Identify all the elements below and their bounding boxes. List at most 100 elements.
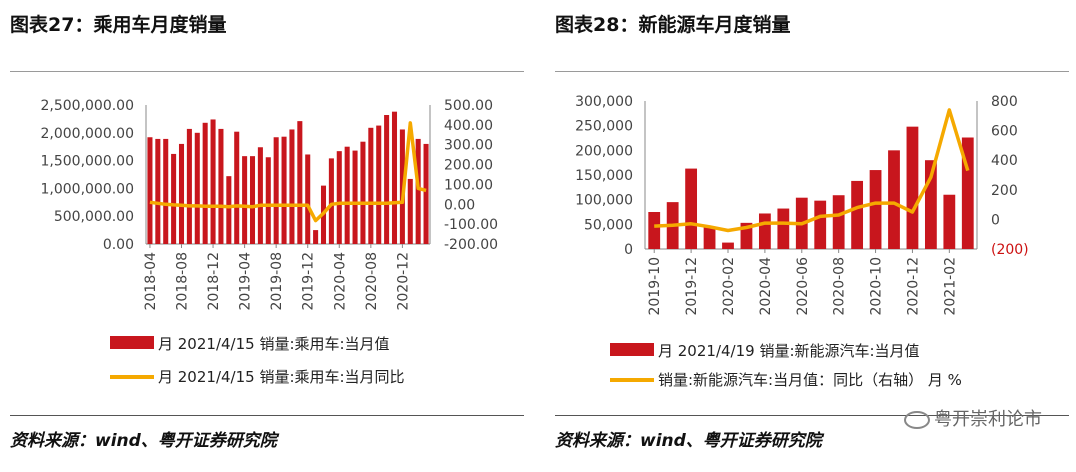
yoy-line <box>149 121 427 223</box>
bar-2020-02 <box>722 242 734 249</box>
x-tick-label: 2020-04 <box>332 252 348 311</box>
bar-2020-03 <box>328 158 334 244</box>
bar-2019-07 <box>265 157 271 244</box>
right-tick-label: 200 <box>991 183 1018 199</box>
bar-2020-10 <box>384 115 390 245</box>
left-chart-title: 图表27：乘用车月度销量 <box>10 14 227 36</box>
right-tick-label: 0.00 <box>444 197 475 213</box>
right-chart: 0 50,000 100,000 150,000 200,000 250,000 300,0… <box>575 94 1029 389</box>
bar-2019-12 <box>305 154 311 244</box>
bar-2018-10 <box>194 132 200 244</box>
x-tick-label: 2020-08 <box>832 257 848 316</box>
left-tick-label: 1,000,000.00 <box>40 181 134 197</box>
bar-2020-12 <box>906 126 919 249</box>
x-tick-label: 2019-08 <box>269 252 285 311</box>
right-tick-label: 800 <box>991 94 1018 110</box>
bar-2018-09 <box>186 128 192 244</box>
right-top-rule <box>555 71 1069 72</box>
right-tick-label: 400.00 <box>444 118 493 134</box>
right-tick-label: 100.00 <box>444 177 493 193</box>
bar-2019-04 <box>242 156 248 244</box>
right-tick-label: 300.00 <box>444 138 493 154</box>
bar-2019-01 <box>218 128 224 244</box>
bar-2020-06 <box>352 150 358 244</box>
left-tick-label: 150,000 <box>575 168 633 184</box>
left-tick-label: 300,000 <box>575 94 633 110</box>
bar-2018-11 <box>202 122 208 244</box>
bar-2019-09 <box>281 136 287 244</box>
bar-2018-04 <box>147 137 153 244</box>
bar-2021-02 <box>415 138 421 244</box>
right-tick-label: 400 <box>991 153 1018 169</box>
left-top-rule <box>10 71 524 72</box>
right-tick-label: (200) <box>991 242 1029 258</box>
watermark: 粤开崇利论市 <box>904 405 1042 431</box>
left-panel: 图表27：乘用车月度销量 0.00 500,000.00 1,000,000.00 1… <box>0 0 530 472</box>
bar-2019-08 <box>273 137 279 244</box>
left-tick-label: 0 <box>624 242 633 258</box>
bar-2021-03 <box>961 137 974 249</box>
bar-2019-03 <box>234 131 240 244</box>
bar-2021-01 <box>924 160 937 249</box>
right-tick-label: -100.00 <box>444 217 498 233</box>
bar-2018-12 <box>210 119 216 244</box>
x-tick-label: 2019-04 <box>238 252 254 311</box>
legend-bar-label: 月 2021/4/19 销量:新能源汽车:当月值 <box>658 342 920 360</box>
right-panel: 图表28：新能源车月度销量 0 50,000 100,000 150,000 200,0… <box>545 0 1075 472</box>
bar-2019-06 <box>257 147 263 244</box>
x-tick-label: 2020-06 <box>795 257 811 316</box>
bar-2018-05 <box>155 138 161 244</box>
bar-2021-01 <box>407 178 413 244</box>
right-source: 资料来源：wind、粤开证券研究院 <box>555 431 822 451</box>
left-tick-label: 50,000 <box>584 217 633 233</box>
left-tick-label: 2,000,000.00 <box>40 126 134 142</box>
bar-2019-02 <box>226 176 232 244</box>
left-tick-label: 500,000.00 <box>54 209 134 225</box>
legend-bar-swatch <box>610 343 654 356</box>
yoy-line <box>654 108 970 233</box>
bar-2020-01 <box>703 227 716 249</box>
left-tick-label: 200,000 <box>575 143 633 159</box>
bar-2018-08 <box>178 143 185 244</box>
bar-2020-05 <box>344 146 350 244</box>
left-source: 资料来源：wind、粤开证券研究院 <box>10 431 277 451</box>
watermark-text: 粤开崇利论市 <box>934 409 1042 430</box>
right-tick-label: 0 <box>991 212 1000 228</box>
left-tick-label: 0.00 <box>103 237 134 253</box>
bar-2020-11 <box>888 150 900 249</box>
bar-2020-07 <box>814 200 827 249</box>
bar-2020-01 <box>313 230 319 244</box>
bar-2019-10 <box>648 212 661 249</box>
right-tick-label: 200.00 <box>444 158 493 174</box>
right-bottom-rule <box>555 415 1069 416</box>
bar-2020-08 <box>832 195 845 249</box>
bar-2019-11 <box>297 121 303 244</box>
x-tick-label: 2020-08 <box>364 252 380 311</box>
bar-2019-12 <box>685 168 698 249</box>
x-tick-label: 2018-12 <box>206 252 222 311</box>
x-tick-label: 2018-04 <box>143 252 159 311</box>
bar-2020-09 <box>851 180 864 249</box>
left-chart: 0.00 500,000.00 1,000,000.00 1,500,000.00 2,… <box>40 98 498 386</box>
x-tick-label: 2019-12 <box>684 257 700 316</box>
legend-bar-swatch <box>110 336 154 349</box>
legend-line-label: 销量:新能源汽车:当月值：同比（右轴） 月 % <box>658 371 962 389</box>
right-chart-title: 图表28：新能源车月度销量 <box>555 14 791 36</box>
bar-2019-05 <box>249 156 256 244</box>
wechat-icon <box>904 411 930 429</box>
x-tick-label: 2018-08 <box>175 252 191 311</box>
bar-2020-04 <box>758 213 771 249</box>
bar-2020-11 <box>391 111 398 244</box>
right-tick-label: 500.00 <box>444 98 493 114</box>
bar-2020-03 <box>740 222 753 249</box>
bar-2021-02 <box>943 194 956 249</box>
x-tick-label: 2020-12 <box>395 252 411 311</box>
bar-2018-07 <box>171 153 177 244</box>
left-tick-label: 100,000 <box>575 193 633 209</box>
bar-2020-07 <box>360 141 366 244</box>
x-tick-label: 2019-12 <box>301 252 317 311</box>
left-tick-label: 2,500,000.00 <box>40 98 134 114</box>
x-tick-label: 2021-02 <box>942 257 958 316</box>
left-tick-label: 1,500,000.00 <box>40 154 134 170</box>
x-tick-label: 2020-12 <box>905 257 921 316</box>
